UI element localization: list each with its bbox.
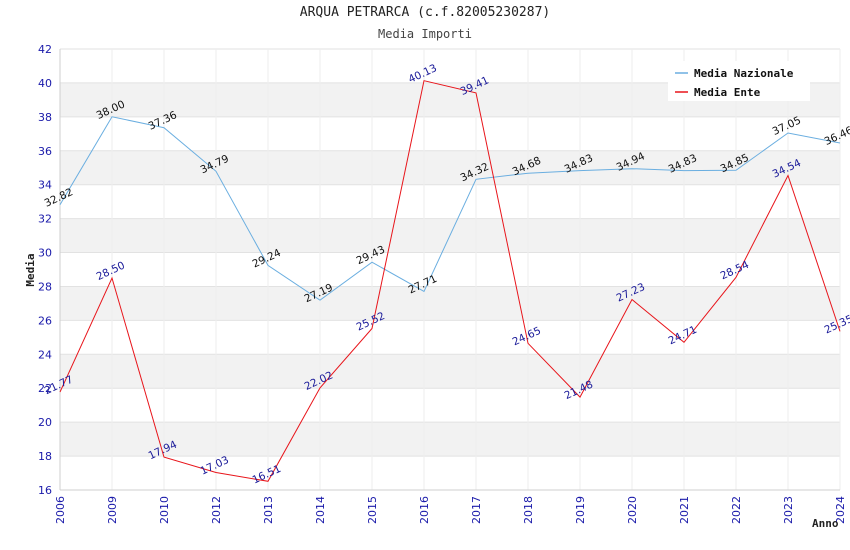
x-tick-label: 2019	[574, 496, 587, 524]
y-tick-label: 18	[38, 450, 52, 463]
grid-band	[60, 422, 840, 457]
y-tick-label: 34	[38, 179, 52, 192]
x-tick-label: 2010	[158, 496, 171, 524]
grid-band	[60, 354, 840, 389]
x-tick-label: 2014	[314, 496, 327, 524]
data-label: 21.77	[43, 374, 75, 398]
legend-item-label: Media Nazionale	[694, 67, 794, 80]
y-tick-label: 36	[38, 145, 52, 158]
chart-subtitle: Media Importi	[378, 27, 472, 41]
data-label: 24.65	[511, 325, 543, 349]
data-label: 28.50	[95, 259, 127, 283]
y-tick-label: 16	[38, 484, 52, 497]
axes	[59, 49, 840, 491]
data-label: 36.46	[823, 124, 850, 148]
series-lines	[59, 80, 841, 482]
y-tick-label: 42	[38, 43, 52, 56]
x-tick-label: 2023	[782, 496, 795, 524]
legend-item-label: Media Ente	[694, 86, 761, 99]
y-tick-label: 40	[38, 77, 52, 90]
y-tick-label: 32	[38, 213, 52, 226]
x-tick-label: 2015	[366, 496, 379, 524]
legend-box	[668, 61, 810, 101]
x-tick-label: 2009	[106, 496, 119, 524]
y-tick-label: 24	[38, 348, 52, 361]
x-tick-label: 2022	[730, 496, 743, 524]
data-label: 40.13	[407, 62, 439, 86]
y-tick-label: 26	[38, 314, 52, 327]
series-line-media-nazionale	[59, 116, 841, 301]
chart-title: ARQUA PETRARCA (c.f.82005230287)	[299, 5, 551, 20]
x-tick-label: 2018	[522, 496, 535, 524]
x-tick-label: 2016	[418, 496, 431, 524]
x-tick-label: 2017	[470, 496, 483, 524]
grid-band	[60, 150, 840, 185]
x-tick-label: 2024	[834, 496, 847, 524]
y-tick-label: 38	[38, 111, 52, 124]
x-tick-label: 2021	[678, 496, 691, 524]
y-tick-label: 28	[38, 280, 52, 293]
x-tick-label: 2020	[626, 496, 639, 524]
y-tick-label: 30	[38, 247, 52, 260]
grid-band	[60, 286, 840, 321]
series-line-media-ente	[59, 80, 841, 482]
y-axis-label: Media	[24, 253, 37, 286]
x-tick-label: 2012	[210, 496, 223, 524]
x-tick-label: 2006	[54, 496, 67, 524]
data-label: 16.51	[251, 463, 283, 487]
x-tick-label: 2013	[262, 496, 275, 524]
data-label: 24.71	[667, 324, 699, 348]
x-axis-label: Anno	[812, 517, 839, 530]
y-tick-labels: 16 18 20 22 24 26 28 30 32 34 36 38 40 42	[38, 43, 52, 497]
legend: Media Nazionale Media Ente	[668, 61, 810, 101]
y-tick-label: 20	[38, 416, 52, 429]
x-tick-labels: 2006 2009 2010 2012 2013 2014 2015 2016 2017 2018…	[54, 496, 847, 524]
y-tick-label: 22	[38, 382, 52, 395]
